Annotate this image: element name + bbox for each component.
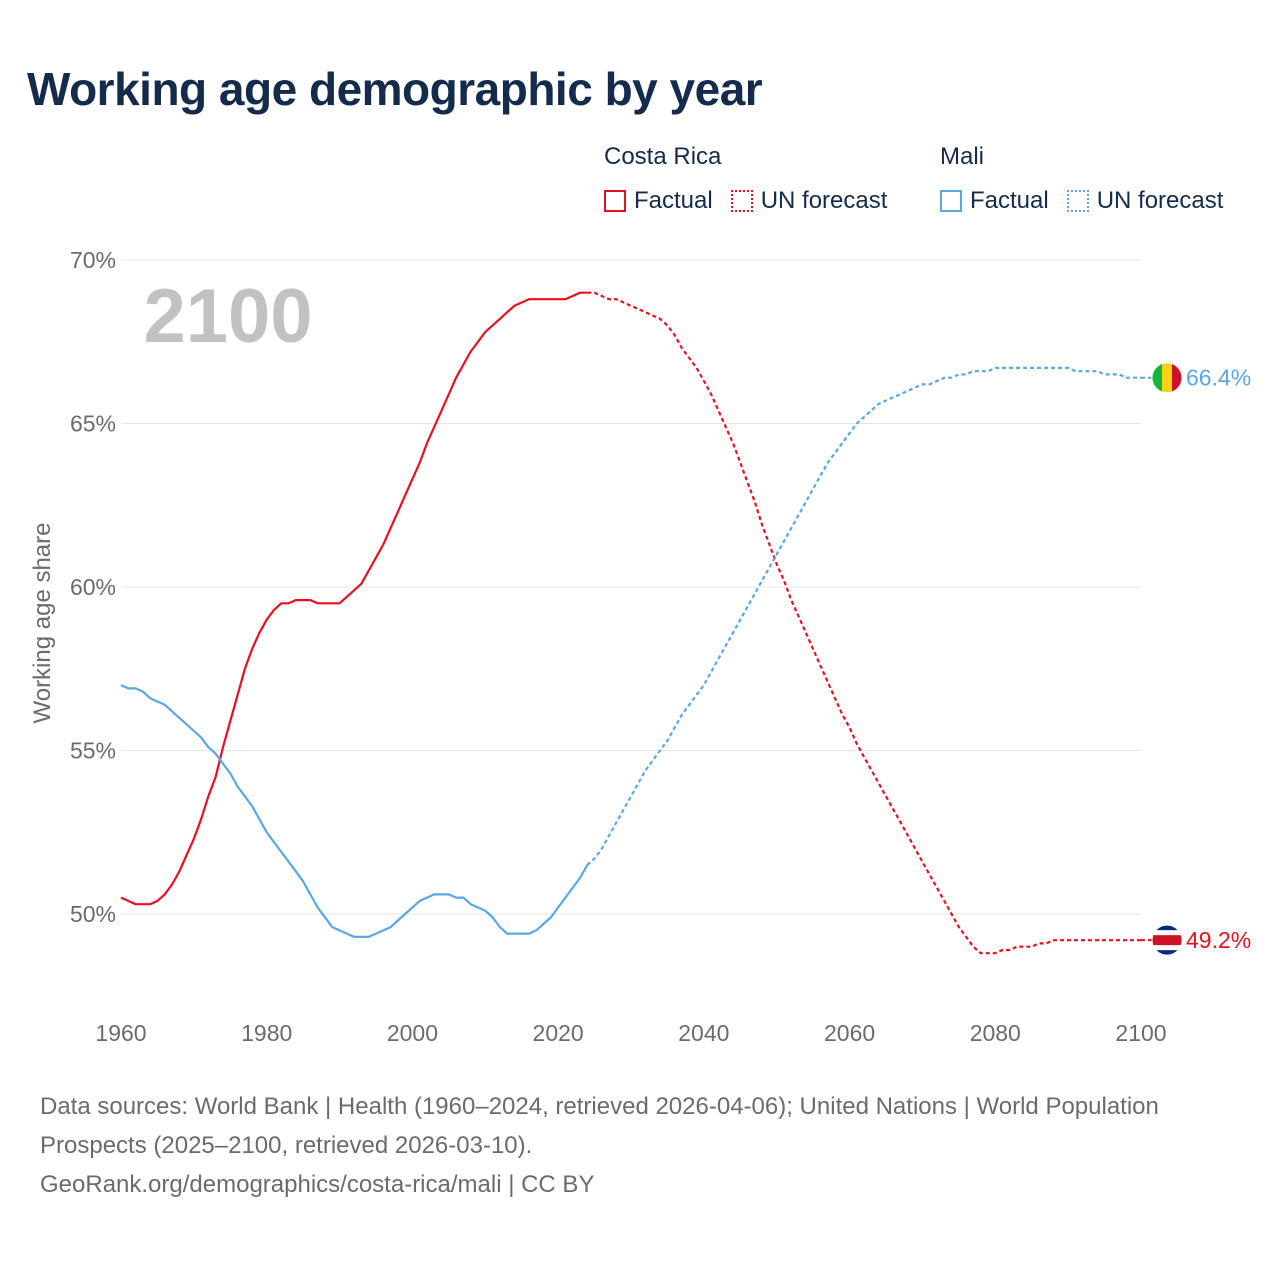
legend-label: UN forecast: [1096, 187, 1224, 214]
mali-flag: [1151, 362, 1183, 394]
legend-item-mali-factual[interactable]: Factual: [940, 187, 1049, 215]
x-tick-label: 2080: [970, 1020, 1021, 1046]
legend-item-costa-rica-factual[interactable]: Factual: [604, 187, 713, 215]
gridlines: [121, 259, 1141, 915]
legend-heading: Costa Rica: [604, 143, 722, 170]
series-line-costa-rica-forecast: [587, 291, 1141, 955]
legend-swatch-dotted: [730, 190, 753, 212]
end-label-costa-rica: 49.2%: [1186, 927, 1251, 953]
series-line-mali-factual: [120, 684, 589, 938]
footer: Data sources: World Bank | Health (1960–…: [40, 1087, 1220, 1204]
year-badge: 2100: [143, 274, 312, 359]
legend-heading: Mali: [940, 143, 985, 170]
x-tick-label: 2100: [1115, 1020, 1166, 1046]
series-lines: [120, 291, 1141, 955]
credit-link[interactable]: GeoRank.org/demographics/costa-rica/mali…: [40, 1171, 595, 1198]
y-tick-label: 55%: [70, 738, 116, 764]
x-tick-label: 1980: [241, 1020, 292, 1046]
x-tick-label: 2020: [533, 1020, 584, 1046]
x-tick-label: 2000: [387, 1020, 438, 1046]
end-label-mali: 66.4%: [1186, 365, 1251, 391]
legend-item-mali-forecast[interactable]: UN forecast: [1066, 187, 1224, 215]
data-sources: Data sources: World Bank | Health (1960–…: [40, 1093, 1159, 1159]
chart-title: Working age demographic by year: [27, 63, 763, 115]
series-line-mali-forecast: [586, 366, 1141, 866]
series-line-costa-rica-factual: [120, 291, 588, 906]
y-tick-label: 50%: [70, 901, 116, 927]
x-axis-ticks: 1960 1980 2000 2020 2040 2060 2080 2100: [95, 1020, 1166, 1046]
y-tick-label: 60%: [70, 574, 116, 600]
end-labels: 49.2% 66.4%: [1141, 362, 1251, 956]
legend-group-mali: Mali Factual UN forecast: [940, 143, 1241, 215]
legend-item-costa-rica-forecast[interactable]: UN forecast: [730, 187, 888, 215]
x-tick-label: 1960: [95, 1020, 146, 1046]
legend-group-costa-rica: Costa Rica Factual UN forecast: [604, 143, 905, 215]
flag-stripe: [1152, 935, 1182, 946]
costa-rica-flag: [1151, 924, 1183, 956]
line-chart: 50% 55% 60% 65% 70% 1960 1980 2000 2020 2040 2060…: [29, 247, 1251, 1046]
flag-stripes: [1152, 925, 1182, 956]
y-axis-ticks: 50% 55% 60% 65% 70%: [70, 247, 116, 927]
x-tick-label: 2040: [678, 1020, 729, 1046]
legend-swatch-dotted: [1066, 190, 1089, 212]
y-tick-label: 70%: [70, 247, 116, 273]
x-tick-label: 2060: [824, 1020, 875, 1046]
flag-stripe: [1172, 362, 1182, 393]
flag-ring: [1151, 924, 1183, 956]
legend-label: UN forecast: [760, 187, 888, 214]
legend-label: Factual: [634, 187, 713, 214]
flag-stripe: [1152, 362, 1162, 393]
legend-swatch-solid: [604, 190, 626, 212]
flag-stripe: [1162, 362, 1172, 393]
legend-swatch-solid: [940, 190, 962, 212]
y-axis-label: Working age share: [29, 523, 56, 724]
flag-ring: [1151, 362, 1183, 394]
legend-label: Factual: [970, 187, 1049, 214]
flag-stripes: [1152, 362, 1182, 393]
y-tick-label: 65%: [70, 411, 116, 437]
